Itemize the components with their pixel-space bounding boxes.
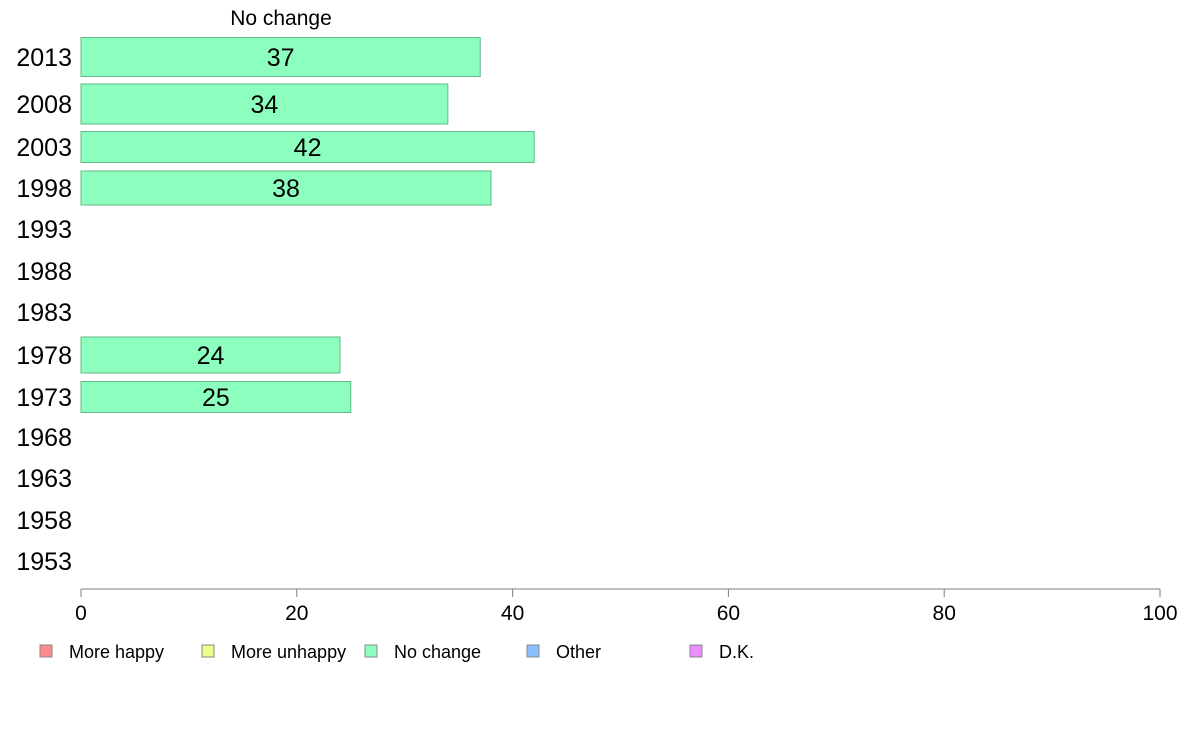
y-tick-label: 1993: [16, 216, 72, 244]
legend-swatch: [39, 644, 53, 658]
legend-swatch: [364, 644, 378, 658]
x-tick-label: 20: [285, 602, 308, 625]
y-tick-label: 2008: [16, 91, 72, 119]
y-tick-label: 1973: [16, 384, 72, 412]
legend-label: More happy: [69, 642, 164, 662]
legend-label: More unhappy: [231, 642, 346, 662]
bar-value-label: 25: [202, 384, 230, 412]
y-tick-label: 1988: [16, 258, 72, 286]
x-tick-label: 100: [1142, 602, 1177, 625]
y-tick-label: 1978: [16, 342, 72, 370]
x-tick-label: 80: [933, 602, 956, 625]
bar: [80, 37, 481, 77]
legend-swatch: [689, 644, 703, 658]
x-axis: 0 20 40 60 80 100: [75, 588, 1178, 625]
bars-layer: [80, 37, 535, 413]
bar: [80, 336, 341, 374]
bar-value-label: 38: [272, 175, 300, 203]
legend-swatch: [201, 644, 215, 658]
bar: [80, 83, 449, 125]
chart-title: No change: [230, 7, 332, 30]
y-tick-label: 2013: [16, 44, 72, 72]
y-tick-label: 1963: [16, 465, 72, 493]
bar: [80, 131, 535, 163]
bar-value-label: 37: [267, 44, 295, 72]
bar-value-label: 42: [294, 134, 322, 162]
labels-layer: 2013 2008 2003 1998 1993 1988 1983 1978 1973 1968…: [16, 44, 321, 576]
legend-label: No change: [394, 642, 481, 662]
legend: More happy More unhappy No change Other D.K.: [39, 642, 754, 662]
legend-label: Other: [556, 642, 601, 662]
bar: [80, 170, 492, 206]
x-tick-label: 40: [501, 602, 524, 625]
y-tick-label: 1968: [16, 424, 72, 452]
y-tick-label: 1983: [16, 299, 72, 327]
y-tick-label: 1998: [16, 175, 72, 203]
legend-swatch: [526, 644, 540, 658]
x-tick-label: 60: [717, 602, 740, 625]
y-tick-label: 1953: [16, 548, 72, 576]
bar: [80, 381, 352, 413]
y-tick-label: 2003: [16, 134, 72, 162]
bar-value-label: 24: [197, 342, 225, 370]
x-tick-label: 0: [75, 602, 87, 625]
y-tick-label: 1958: [16, 507, 72, 535]
bar-value-label: 34: [251, 91, 279, 119]
legend-label: D.K.: [719, 642, 754, 662]
